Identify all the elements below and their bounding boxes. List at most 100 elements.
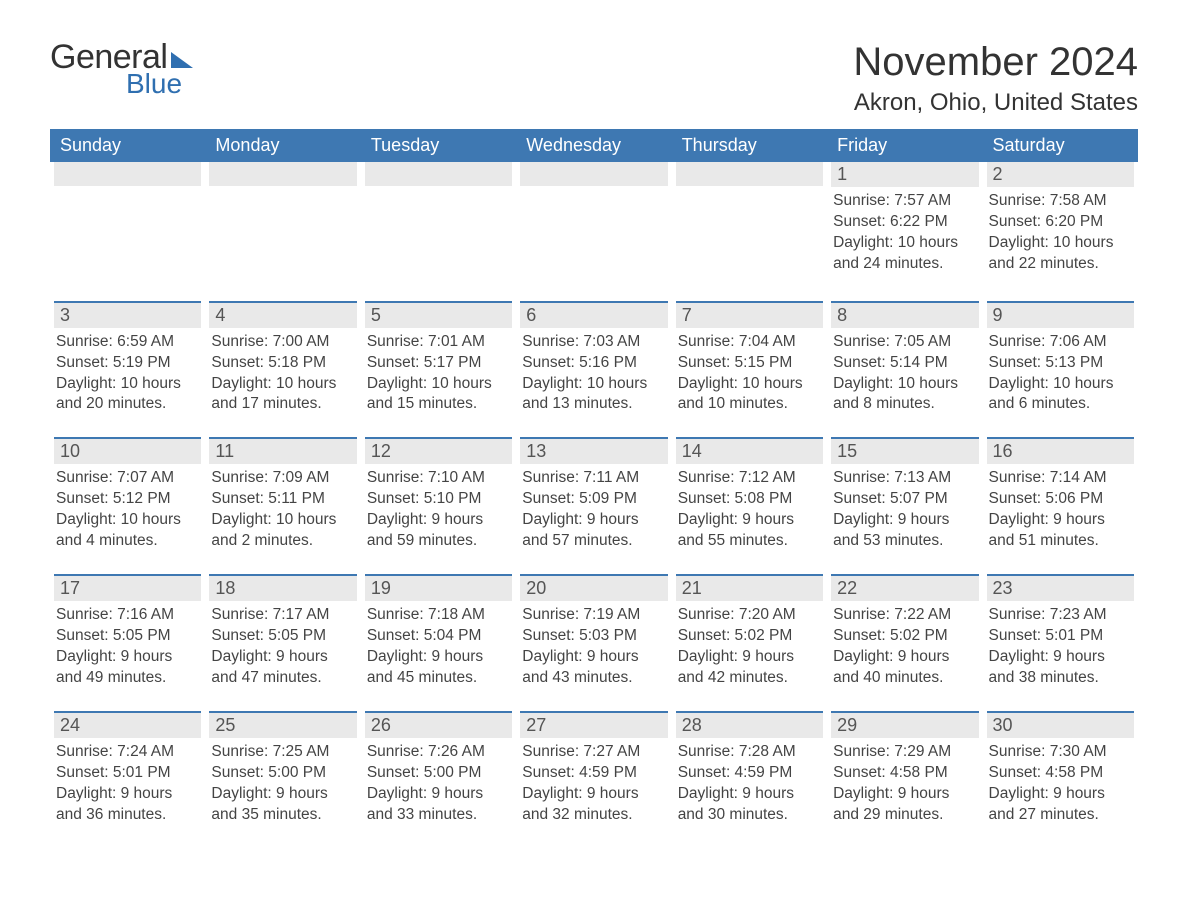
- col-header-mon: Monday: [205, 129, 360, 162]
- day-number: 9: [987, 301, 1134, 328]
- sunset-text: Sunset: 5:14 PM: [833, 353, 976, 374]
- sunrise-text: Sunrise: 7:10 AM: [367, 468, 510, 489]
- day-details: Sunrise: 7:09 AMSunset: 5:11 PMDaylight:…: [209, 468, 356, 552]
- day-number: 21: [676, 574, 823, 601]
- sunrise-text: Sunrise: 7:12 AM: [678, 468, 821, 489]
- day-details: Sunrise: 7:24 AMSunset: 5:01 PMDaylight:…: [54, 742, 201, 826]
- day-cell: 3Sunrise: 6:59 AMSunset: 5:19 PMDaylight…: [50, 301, 205, 438]
- week-row: 24 Sunrise: 7:24 AMSunset: 5:01 PMDayligh…: [50, 711, 1138, 848]
- day-details: Sunrise: 7:05 AMSunset: 5:14 PMDaylight:…: [831, 332, 978, 416]
- day-details: Sunrise: 7:06 AMSunset: 5:13 PMDaylight:…: [987, 332, 1134, 416]
- sunrise-text: Sunrise: 7:00 AM: [211, 332, 354, 353]
- sunset-text: Sunset: 5:09 PM: [522, 489, 665, 510]
- daylight-text: Daylight: 9 hours and 30 minutes.: [678, 784, 821, 826]
- day-details: Sunrise: 7:16 AMSunset: 5:05 PMDaylight:…: [54, 605, 201, 689]
- sunset-text: Sunset: 6:22 PM: [833, 212, 976, 233]
- empty-day-bar: [676, 162, 823, 186]
- sunrise-text: Sunrise: 7:22 AM: [833, 605, 976, 626]
- day-details: Sunrise: 7:00 AMSunset: 5:18 PMDaylight:…: [209, 332, 356, 416]
- day-number: 27: [520, 711, 667, 738]
- day-number: 26: [365, 711, 512, 738]
- month-year-title: November 2024: [853, 40, 1138, 85]
- day-cell: 16 Sunrise: 7:14 AMSunset: 5:06 PMDayligh…: [983, 437, 1138, 574]
- sunrise-text: Sunrise: 7:23 AM: [989, 605, 1132, 626]
- day-number: 18: [209, 574, 356, 601]
- sunrise-text: Sunrise: 7:11 AM: [522, 468, 665, 489]
- day-details: Sunrise: 7:17 AMSunset: 5:05 PMDaylight:…: [209, 605, 356, 689]
- day-number: 1: [831, 162, 978, 187]
- empty-day-bar: [520, 162, 667, 186]
- sunrise-text: Sunrise: 7:29 AM: [833, 742, 976, 763]
- daylight-text: Daylight: 10 hours and 10 minutes.: [678, 374, 821, 416]
- sunset-text: Sunset: 4:58 PM: [989, 763, 1132, 784]
- sunset-text: Sunset: 5:04 PM: [367, 626, 510, 647]
- sunset-text: Sunset: 5:05 PM: [56, 626, 199, 647]
- day-details: Sunrise: 7:58 AMSunset: 6:20 PMDaylight:…: [987, 191, 1134, 275]
- day-cell: [50, 162, 205, 301]
- day-details: Sunrise: 7:26 AMSunset: 5:00 PMDaylight:…: [365, 742, 512, 826]
- calendar-header-row: Sunday Monday Tuesday Wednesday Thursday…: [50, 129, 1138, 162]
- title-block: November 2024 Akron, Ohio, United States: [853, 40, 1138, 117]
- day-cell: 26 Sunrise: 7:26 AMSunset: 5:00 PMDayligh…: [361, 711, 516, 848]
- day-cell: 7Sunrise: 7:04 AMSunset: 5:15 PMDaylight…: [672, 301, 827, 438]
- sunset-text: Sunset: 5:10 PM: [367, 489, 510, 510]
- sunrise-text: Sunrise: 6:59 AM: [56, 332, 199, 353]
- day-cell: 19Sunrise: 7:18 AMSunset: 5:04 PMDayligh…: [361, 574, 516, 711]
- day-cell: 30Sunrise: 7:30 AMSunset: 4:58 PMDayligh…: [983, 711, 1138, 848]
- day-cell: 25Sunrise: 7:25 AMSunset: 5:00 PMDayligh…: [205, 711, 360, 848]
- day-details: Sunrise: 7:30 AMSunset: 4:58 PMDaylight:…: [987, 742, 1134, 826]
- day-number: 24: [54, 711, 201, 738]
- sunrise-text: Sunrise: 7:05 AM: [833, 332, 976, 353]
- daylight-text: Daylight: 9 hours and 38 minutes.: [989, 647, 1132, 689]
- day-cell: 18 Sunrise: 7:17 AMSunset: 5:05 PMDayligh…: [205, 574, 360, 711]
- day-number: 6: [520, 301, 667, 328]
- sunset-text: Sunset: 4:59 PM: [522, 763, 665, 784]
- day-details: Sunrise: 7:23 AMSunset: 5:01 PMDaylight:…: [987, 605, 1134, 689]
- daylight-text: Daylight: 9 hours and 43 minutes.: [522, 647, 665, 689]
- day-cell: 24 Sunrise: 7:24 AMSunset: 5:01 PMDayligh…: [50, 711, 205, 848]
- sunrise-text: Sunrise: 7:06 AM: [989, 332, 1132, 353]
- daylight-text: Daylight: 10 hours and 13 minutes.: [522, 374, 665, 416]
- day-cell: 8Sunrise: 7:05 AMSunset: 5:14 PMDaylight…: [827, 301, 982, 438]
- daylight-text: Daylight: 9 hours and 40 minutes.: [833, 647, 976, 689]
- day-details: Sunrise: 7:29 AMSunset: 4:58 PMDaylight:…: [831, 742, 978, 826]
- day-cell: 11 Sunrise: 7:09 AMSunset: 5:11 PMDayligh…: [205, 437, 360, 574]
- day-cell: 28Sunrise: 7:28 AMSunset: 4:59 PMDayligh…: [672, 711, 827, 848]
- daylight-text: Daylight: 9 hours and 36 minutes.: [56, 784, 199, 826]
- day-number: 2: [987, 162, 1134, 187]
- day-number: 19: [365, 574, 512, 601]
- day-details: Sunrise: 7:14 AMSunset: 5:06 PMDaylight:…: [987, 468, 1134, 552]
- day-cell: 20Sunrise: 7:19 AMSunset: 5:03 PMDayligh…: [516, 574, 671, 711]
- day-cell: [361, 162, 516, 301]
- brand-logo: General Blue: [50, 40, 193, 98]
- sunrise-text: Sunrise: 7:30 AM: [989, 742, 1132, 763]
- col-header-thu: Thursday: [672, 129, 827, 162]
- day-number: 16: [987, 437, 1134, 464]
- day-details: Sunrise: 7:07 AMSunset: 5:12 PMDaylight:…: [54, 468, 201, 552]
- sunrise-text: Sunrise: 7:07 AM: [56, 468, 199, 489]
- daylight-text: Daylight: 9 hours and 45 minutes.: [367, 647, 510, 689]
- sunrise-text: Sunrise: 7:26 AM: [367, 742, 510, 763]
- day-cell: 17Sunrise: 7:16 AMSunset: 5:05 PMDayligh…: [50, 574, 205, 711]
- day-cell: [205, 162, 360, 301]
- day-cell: 12 Sunrise: 7:10 AMSunset: 5:10 PMDayligh…: [361, 437, 516, 574]
- col-header-tue: Tuesday: [361, 129, 516, 162]
- day-cell: 1Sunrise: 7:57 AMSunset: 6:22 PMDaylight…: [827, 162, 982, 301]
- week-row: 17Sunrise: 7:16 AMSunset: 5:05 PMDayligh…: [50, 574, 1138, 711]
- day-number: 25: [209, 711, 356, 738]
- day-number: 12: [365, 437, 512, 464]
- sunrise-text: Sunrise: 7:17 AM: [211, 605, 354, 626]
- day-details: Sunrise: 7:27 AMSunset: 4:59 PMDaylight:…: [520, 742, 667, 826]
- logo-triangle-icon: [171, 52, 193, 68]
- day-cell: 6Sunrise: 7:03 AMSunset: 5:16 PMDaylight…: [516, 301, 671, 438]
- day-cell: 15Sunrise: 7:13 AMSunset: 5:07 PMDayligh…: [827, 437, 982, 574]
- day-number: 11: [209, 437, 356, 464]
- day-details: Sunrise: 7:10 AMSunset: 5:10 PMDaylight:…: [365, 468, 512, 552]
- day-details: Sunrise: 7:20 AMSunset: 5:02 PMDaylight:…: [676, 605, 823, 689]
- day-number: 22: [831, 574, 978, 601]
- sunset-text: Sunset: 5:13 PM: [989, 353, 1132, 374]
- daylight-text: Daylight: 10 hours and 17 minutes.: [211, 374, 354, 416]
- header: General Blue November 2024 Akron, Ohio, …: [50, 40, 1138, 117]
- day-number: 23: [987, 574, 1134, 601]
- daylight-text: Daylight: 10 hours and 15 minutes.: [367, 374, 510, 416]
